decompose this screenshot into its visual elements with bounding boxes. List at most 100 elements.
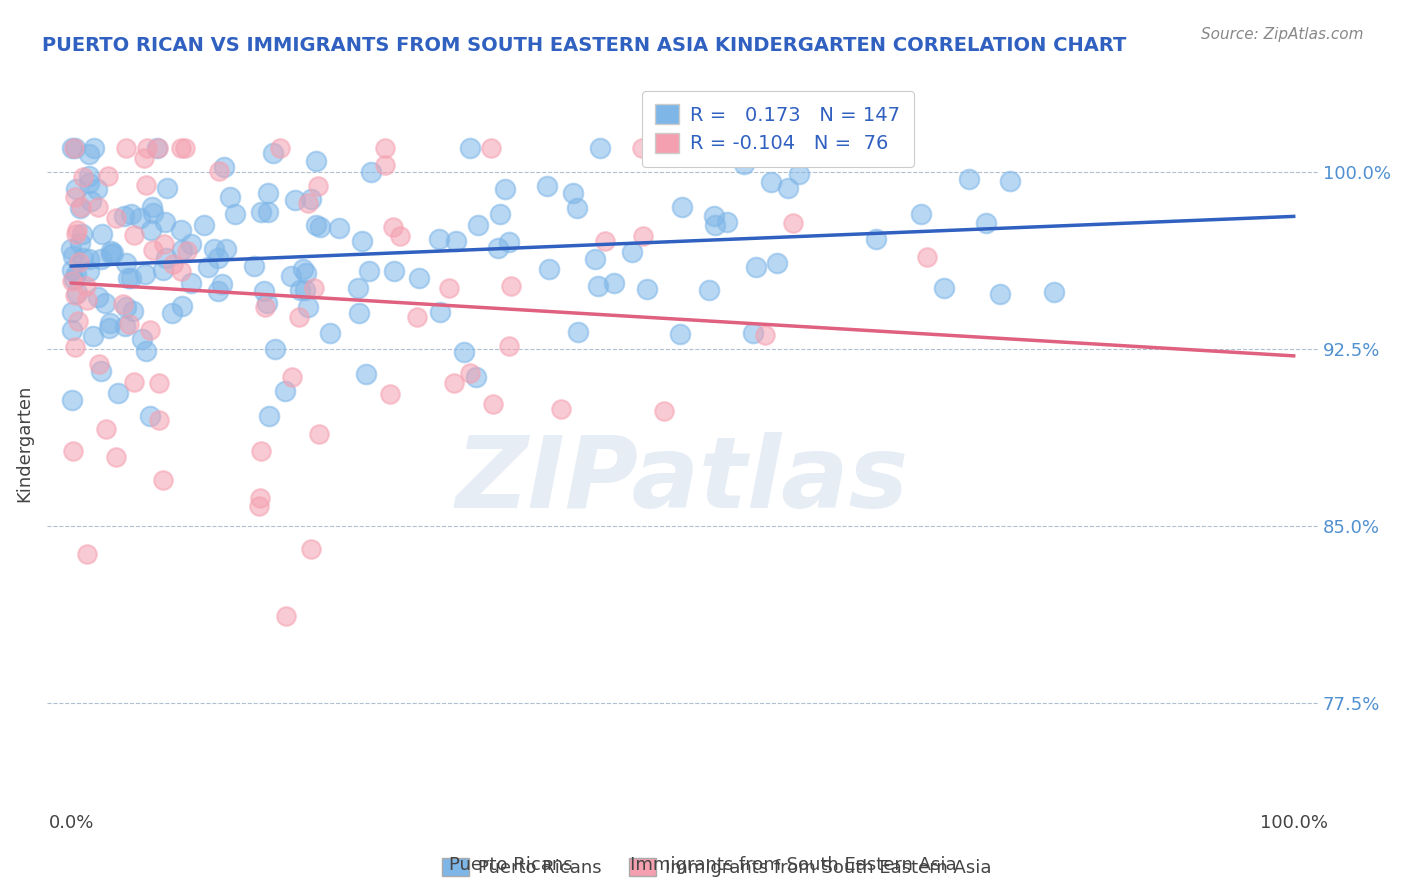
Immigrants from South Eastern Asia — [89, 357, 111, 371]
Puerto Ricans — [98, 320, 121, 334]
Immigrants from South Eastern Asia — [249, 491, 271, 506]
Puerto Ricans — [170, 223, 193, 237]
Immigrants from South Eastern Asia — [460, 367, 482, 381]
Text: ZIPatlas: ZIPatlas — [456, 432, 910, 529]
Puerto Ricans — [60, 392, 83, 407]
Legend: Puerto Ricans, Immigrants from South Eastern Asia: Puerto Ricans, Immigrants from South Eas… — [434, 851, 1000, 884]
Immigrants from South Eastern Asia — [65, 340, 87, 354]
Immigrants from South Eastern Asia — [281, 370, 304, 384]
Puerto Ricans — [347, 305, 370, 319]
Puerto Ricans — [588, 278, 610, 293]
Puerto Ricans — [297, 300, 319, 314]
Immigrants from South Eastern Asia — [652, 404, 675, 418]
Immigrants from South Eastern Asia — [76, 547, 98, 561]
Puerto Ricans — [115, 255, 138, 269]
Immigrants from South Eastern Asia — [253, 300, 276, 314]
Puerto Ricans — [155, 215, 177, 229]
Puerto Ricans — [292, 262, 315, 277]
Puerto Ricans — [778, 181, 800, 195]
Puerto Ricans — [765, 255, 787, 269]
Puerto Ricans — [72, 251, 94, 265]
Immigrants from South Eastern Asia — [60, 274, 83, 288]
Immigrants from South Eastern Asia — [208, 164, 231, 178]
Puerto Ricans — [988, 287, 1011, 301]
Puerto Ricans — [146, 141, 169, 155]
Puerto Ricans — [489, 206, 512, 220]
Puerto Ricans — [94, 296, 117, 310]
Puerto Ricans — [262, 146, 284, 161]
Puerto Ricans — [77, 169, 100, 184]
Immigrants from South Eastern Asia — [63, 190, 86, 204]
Immigrants from South Eastern Asia — [162, 257, 184, 271]
Puerto Ricans — [257, 205, 280, 219]
Puerto Ricans — [621, 244, 644, 259]
Puerto Ricans — [79, 252, 101, 266]
Puerto Ricans — [280, 269, 302, 284]
Immigrants from South Eastern Asia — [443, 376, 465, 391]
Puerto Ricans — [299, 192, 322, 206]
Puerto Ricans — [498, 235, 520, 249]
Immigrants from South Eastern Asia — [754, 327, 776, 342]
Puerto Ricans — [139, 223, 162, 237]
Puerto Ricans — [152, 263, 174, 277]
Puerto Ricans — [354, 367, 377, 381]
Puerto Ricans — [294, 283, 316, 297]
Puerto Ricans — [467, 219, 489, 233]
Puerto Ricans — [697, 283, 720, 297]
Puerto Ricans — [309, 219, 332, 234]
Puerto Ricans — [120, 270, 142, 285]
Puerto Ricans — [77, 264, 100, 278]
Puerto Ricans — [346, 281, 368, 295]
Immigrants from South Eastern Asia — [62, 443, 84, 458]
Puerto Ricans — [87, 290, 110, 304]
Immigrants from South Eastern Asia — [307, 178, 329, 193]
Text: Puerto Ricans          Immigrants from South Eastern Asia: Puerto Ricans Immigrants from South East… — [449, 855, 957, 873]
Immigrants from South Eastern Asia — [595, 234, 617, 248]
Puerto Ricans — [290, 283, 312, 297]
Puerto Ricans — [180, 236, 202, 251]
Immigrants from South Eastern Asia — [498, 339, 520, 353]
Immigrants from South Eastern Asia — [142, 243, 165, 257]
Immigrants from South Eastern Asia — [170, 263, 193, 277]
Puerto Ricans — [100, 244, 122, 258]
Puerto Ricans — [669, 327, 692, 342]
Puerto Ricans — [207, 251, 229, 265]
Puerto Ricans — [62, 271, 84, 285]
Puerto Ricans — [65, 182, 87, 196]
Immigrants from South Eastern Asia — [75, 279, 97, 293]
Immigrants from South Eastern Asia — [269, 141, 291, 155]
Puerto Ricans — [160, 305, 183, 319]
Immigrants from South Eastern Asia — [380, 387, 402, 401]
Puerto Ricans — [197, 260, 219, 274]
Puerto Ricans — [98, 317, 121, 331]
Immigrants from South Eastern Asia — [170, 141, 193, 155]
Puerto Ricans — [733, 157, 755, 171]
Puerto Ricans — [135, 343, 157, 358]
Puerto Ricans — [211, 277, 233, 291]
Puerto Ricans — [215, 242, 238, 256]
Puerto Ricans — [77, 147, 100, 161]
Puerto Ricans — [82, 329, 104, 343]
Puerto Ricans — [561, 186, 583, 200]
Puerto Ricans — [60, 263, 83, 277]
Puerto Ricans — [115, 300, 138, 314]
Puerto Ricans — [256, 186, 278, 200]
Immigrants from South Eastern Asia — [94, 422, 117, 436]
Immigrants from South Eastern Asia — [499, 279, 522, 293]
Puerto Ricans — [142, 206, 165, 220]
Puerto Ricans — [360, 165, 382, 179]
Puerto Ricans — [69, 236, 91, 251]
Puerto Ricans — [90, 252, 112, 266]
Immigrants from South Eastern Asia — [105, 211, 128, 226]
Immigrants from South Eastern Asia — [87, 200, 110, 214]
Puerto Ricans — [139, 409, 162, 424]
Immigrants from South Eastern Asia — [174, 141, 197, 155]
Immigrants from South Eastern Asia — [72, 169, 94, 184]
Puerto Ricans — [759, 175, 782, 189]
Immigrants from South Eastern Asia — [111, 297, 134, 311]
Immigrants from South Eastern Asia — [105, 450, 128, 465]
Text: Source: ZipAtlas.com: Source: ZipAtlas.com — [1201, 27, 1364, 42]
Puerto Ricans — [429, 304, 451, 318]
Puerto Ricans — [703, 209, 725, 223]
Immigrants from South Eastern Asia — [135, 178, 157, 193]
